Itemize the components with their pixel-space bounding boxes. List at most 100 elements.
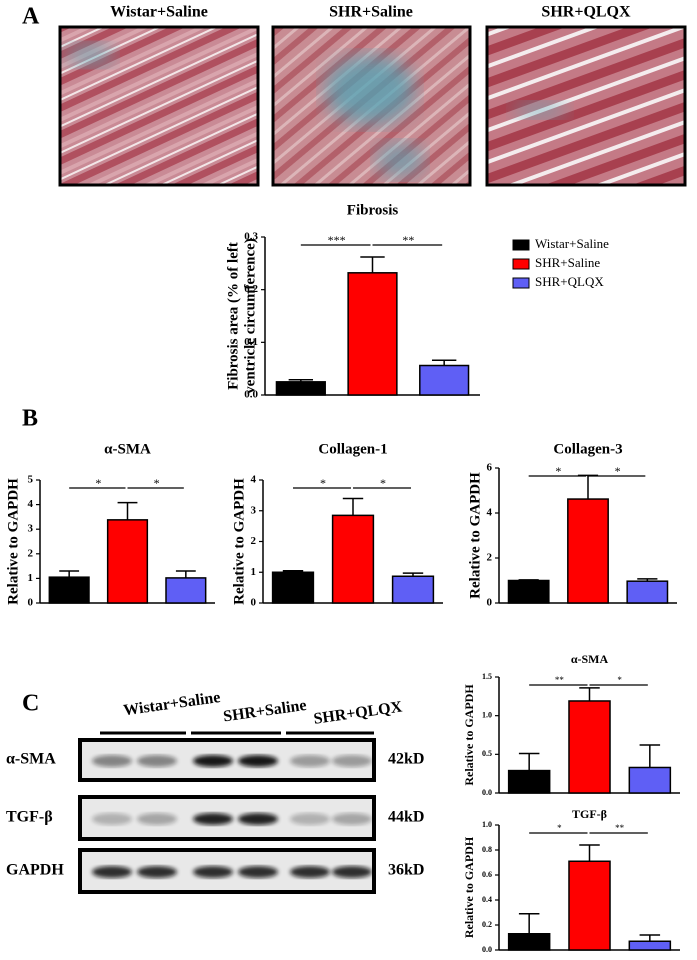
- significance-label: *: [154, 476, 160, 490]
- bar: [331, 514, 375, 604]
- blot-band: [290, 755, 330, 767]
- bar: [165, 577, 207, 604]
- blot-band: [193, 813, 233, 825]
- significance-label: *: [320, 476, 326, 490]
- bar: [419, 364, 470, 396]
- blot-band: [137, 813, 177, 825]
- blot-band: [92, 866, 132, 878]
- y-tick-label: 1.0: [482, 820, 492, 829]
- blot-band: [332, 755, 372, 767]
- y-tick-label: 3: [251, 504, 257, 516]
- y-tick-label: 0.0: [482, 788, 492, 797]
- stain: [65, 43, 115, 67]
- blot-row-label: GAPDH: [6, 862, 64, 879]
- y-tick-label: 0.2: [244, 283, 258, 295]
- y-axis-label: Relative to GAPDH: [5, 478, 21, 605]
- bar: [48, 576, 90, 604]
- bar: [507, 579, 550, 604]
- y-tick-label: 0: [251, 597, 257, 609]
- y-tick-label: 0.5: [482, 749, 492, 758]
- blot-size-label: 42kD: [388, 751, 424, 768]
- significance-label: *: [615, 464, 621, 478]
- legend-swatch: [512, 277, 530, 289]
- bar: [628, 940, 672, 951]
- error-bar: [342, 497, 364, 516]
- error-bar: [579, 687, 600, 701]
- y-tick-label: 2: [28, 547, 34, 559]
- legend-label: SHR+QLQX: [535, 274, 604, 289]
- stain: [325, 55, 415, 125]
- bar: [271, 571, 315, 604]
- legend-label: SHR+Saline: [535, 255, 600, 270]
- error-bar: [639, 744, 661, 768]
- y-tick-label: 5: [28, 474, 34, 486]
- blot-band: [193, 755, 233, 767]
- chart-title: α-SMA: [571, 652, 609, 666]
- y-tick-label: 1.5: [482, 672, 492, 681]
- blot-band: [92, 813, 132, 825]
- error-bar: [59, 570, 80, 578]
- y-tick-label: 2: [251, 535, 257, 547]
- y-tick-label: 1: [28, 572, 34, 584]
- error-bar: [639, 934, 661, 942]
- group-label: SHR+QLQX: [313, 698, 404, 727]
- significance-label: *: [380, 476, 386, 490]
- bar: [507, 769, 551, 794]
- blot-band: [238, 755, 278, 767]
- y-tick-label: 2: [487, 552, 493, 564]
- group-label: Wistar+Saline: [122, 689, 221, 719]
- chart-title: Collagen-3: [553, 441, 622, 457]
- legend-label: Wistar+Saline: [535, 236, 609, 251]
- bar: [626, 580, 669, 604]
- y-axis-label: Relative to GAPDH: [462, 684, 476, 786]
- panel-label: C: [22, 691, 39, 717]
- y-tick-label: 0.2: [482, 920, 492, 929]
- image-title: SHR+Saline: [329, 4, 413, 21]
- y-tick-label: 0: [28, 597, 34, 609]
- chart-title: TGF-β: [572, 807, 607, 821]
- y-axis-label: Relative to GAPDH: [231, 478, 247, 605]
- blot-band: [137, 755, 177, 767]
- stain: [512, 102, 568, 118]
- chart-title: Fibrosis: [347, 202, 399, 218]
- significance-label: **: [615, 823, 625, 833]
- y-tick-label: 0: [487, 597, 493, 609]
- legend-swatch: [512, 258, 530, 270]
- significance-label: **: [402, 233, 414, 247]
- bar: [568, 860, 611, 951]
- histology-images: [58, 25, 687, 187]
- y-tick-label: 3: [28, 523, 34, 535]
- group-label: SHR+Saline: [222, 697, 307, 725]
- significance-label: ***: [328, 233, 346, 247]
- y-tick-label: 1.0: [482, 710, 492, 719]
- blot-row-label: TGF-β: [6, 809, 53, 826]
- bar: [628, 766, 672, 794]
- y-axis-label: Relative to GAPDH: [462, 836, 476, 938]
- significance-label: *: [95, 476, 101, 490]
- bar: [507, 933, 551, 951]
- bar: [275, 381, 326, 396]
- blot-band: [332, 866, 372, 878]
- legend-swatch: [512, 239, 530, 251]
- bar: [567, 498, 609, 604]
- bar: [391, 575, 435, 604]
- blot-size-label: 44kD: [388, 809, 424, 826]
- bar: [568, 700, 611, 794]
- stain: [375, 142, 425, 178]
- significance-label: *: [555, 464, 561, 478]
- blot-band: [238, 813, 278, 825]
- y-tick-label: 0.8: [482, 845, 492, 854]
- blot-band: [238, 866, 278, 878]
- significance-label: **: [555, 675, 565, 685]
- y-tick-label: 0.3: [244, 231, 258, 243]
- image-title: Wistar+Saline: [110, 4, 208, 21]
- error-bar: [431, 359, 457, 366]
- blot-band: [332, 813, 372, 825]
- y-axis-label: ventricle circumference): [242, 238, 258, 394]
- blot-band: [290, 813, 330, 825]
- blot-band: [137, 866, 177, 878]
- image-title: SHR+QLQX: [541, 4, 631, 21]
- blot-band: [92, 755, 132, 767]
